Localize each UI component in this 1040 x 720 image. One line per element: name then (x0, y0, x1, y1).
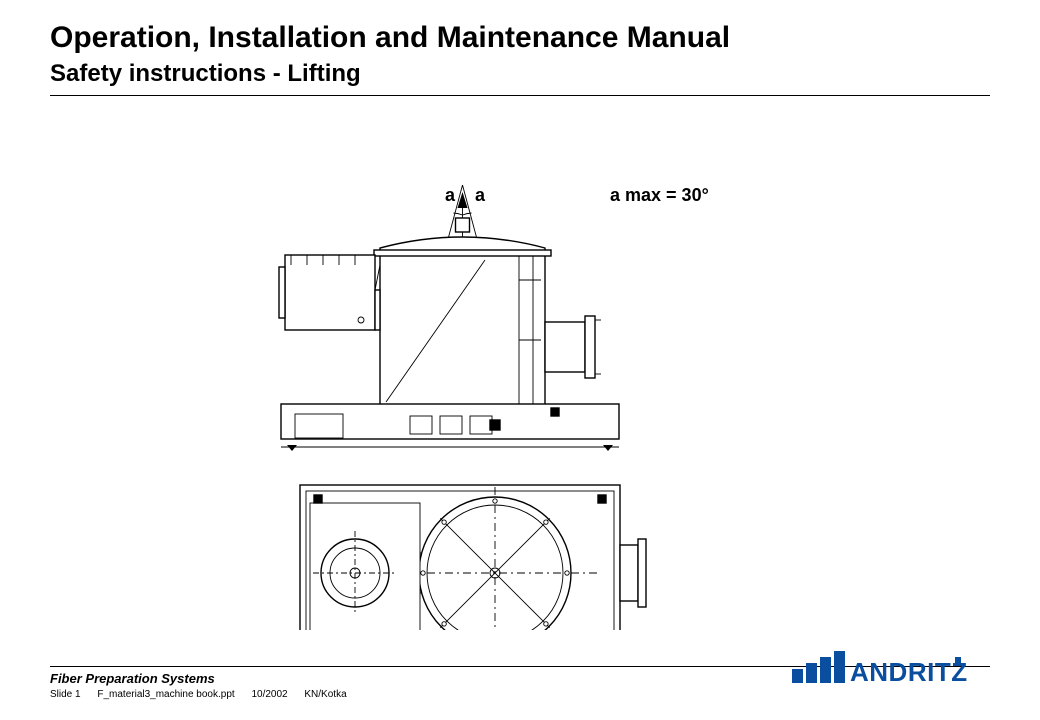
page-title: Operation, Installation and Maintenance … (50, 20, 990, 56)
angle-constraint: a max = 30° (610, 185, 709, 206)
angle-label-left: a (445, 185, 455, 206)
svg-text:ANDRITZ: ANDRITZ (850, 657, 968, 687)
lifting-diagram (50, 110, 990, 630)
footer-author: KN/Kotka (304, 689, 346, 700)
footer-date: 10/2002 (251, 689, 287, 700)
diagram-area: a a a max = 30° (50, 110, 990, 630)
title-block: Operation, Installation and Maintenance … (50, 20, 990, 96)
page-subtitle: Safety instructions - Lifting (50, 58, 990, 89)
footer: Fiber Preparation Systems Slide 1 F_mate… (50, 666, 990, 700)
brand-logo: ANDRITZ (790, 651, 990, 698)
angle-label-right: a (475, 185, 485, 206)
title-divider (50, 95, 990, 96)
footer-slide: Slide 1 (50, 689, 81, 700)
footer-file: F_material3_machine book.ppt (97, 689, 234, 700)
